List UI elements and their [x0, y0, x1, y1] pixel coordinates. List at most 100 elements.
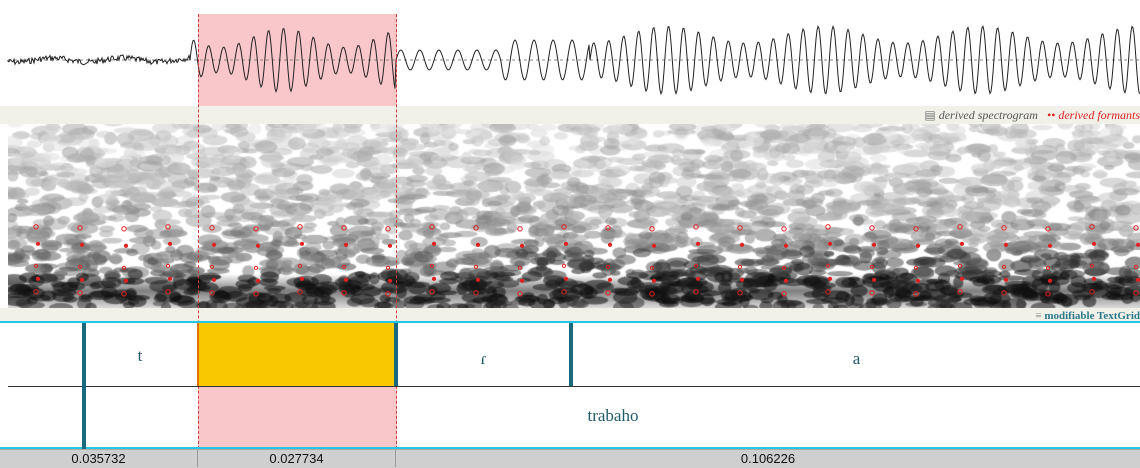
textgrid-header: [0, 308, 1140, 322]
formant-dot: [475, 277, 481, 282]
formant-dot: [913, 265, 919, 270]
formant-dot: [959, 276, 965, 281]
spectrogram-legend-label: derived spectrogram: [938, 108, 1038, 122]
formant-dot: [1047, 243, 1053, 248]
formant-dot: [211, 277, 217, 282]
formant-dot: [693, 289, 699, 295]
formant-dot: [255, 243, 261, 248]
formant-dot: [1135, 277, 1140, 282]
formant-dot: [1089, 263, 1095, 268]
textgrid-icon: ≡: [1035, 310, 1045, 322]
formant-dot: [1091, 276, 1097, 281]
formant-dot: [341, 264, 347, 269]
formant-dot: [253, 226, 259, 232]
formant-dot: [33, 224, 39, 230]
formant-dot: [649, 291, 655, 297]
formant-dot: [1003, 242, 1009, 247]
formant-dot: [1133, 225, 1139, 231]
interval-label-a[interactable]: a: [852, 349, 861, 368]
formant-dot: [1133, 290, 1139, 296]
formant-dot: [121, 291, 127, 297]
formant-dot: [473, 225, 479, 231]
formant-dot: [519, 243, 525, 248]
formant-dot: [33, 289, 39, 295]
formant-dot: [607, 277, 613, 282]
formant-dot: [913, 226, 919, 232]
formant-dot: [33, 263, 39, 268]
selected-interval[interactable]: [199, 323, 395, 386]
formant-dot: [167, 241, 173, 246]
selection-start-line[interactable]: [198, 14, 199, 449]
formant-dot: [563, 241, 569, 246]
formant-dot: [77, 290, 83, 296]
formant-dot: [167, 276, 173, 281]
formant-dot: [957, 289, 963, 295]
formant-dot: [1045, 226, 1051, 232]
textgrid-bottom-line: [0, 447, 1140, 449]
formant-dot: [429, 289, 435, 295]
formant-dot: [35, 276, 41, 281]
formant-dot: [165, 263, 171, 268]
selection-highlight-lower: [198, 386, 397, 449]
formant-dot: [781, 226, 787, 232]
formant-dot: [77, 264, 83, 269]
waveform-trace: [7, 24, 1140, 96]
formant-dot: [649, 265, 655, 270]
formant-dot: [123, 243, 129, 248]
duration-after-selection[interactable]: 0.106226: [740, 451, 796, 466]
formant-dot: [915, 278, 921, 283]
waveform-path: [7, 24, 1140, 96]
boundary-tier1-a-start[interactable]: [569, 323, 573, 386]
boundary-tier1-r-start[interactable]: [394, 323, 398, 386]
formant-dot: [253, 265, 259, 270]
formant-dot: [607, 242, 613, 247]
textgrid-top-line: [0, 321, 1140, 323]
formant-dot: [651, 243, 657, 248]
spectrogram[interactable]: [8, 124, 1140, 308]
boundary-tier1-tier2-t-start[interactable]: [82, 323, 86, 449]
spectrogram-header: [0, 106, 1140, 124]
formant-dot: [605, 225, 611, 231]
formant-dot: [781, 291, 787, 297]
interval-label-r[interactable]: ɾ: [480, 349, 487, 368]
formant-dot: [517, 265, 523, 270]
formant-dot: [387, 243, 393, 248]
formant-dot: [343, 242, 349, 247]
formant-dot: [121, 265, 127, 270]
formant-dot: [1001, 290, 1007, 296]
spectrogram-legend-icon: ▤: [924, 108, 939, 122]
tier-separator: [8, 386, 1140, 387]
formant-dot: [165, 289, 171, 295]
formant-dot: [693, 224, 699, 230]
formant-dot: [299, 276, 305, 281]
formant-dot: [385, 226, 391, 232]
interval-label-t[interactable]: t: [137, 346, 143, 365]
interval-label-word[interactable]: trabaho: [587, 406, 639, 425]
formant-dot: [915, 243, 921, 248]
formant-dot: [827, 241, 833, 246]
formant-dot: [387, 278, 393, 283]
formant-dot: [473, 264, 479, 269]
formant-dot: [563, 276, 569, 281]
formant-dot: [737, 264, 743, 269]
formant-dot: [651, 278, 657, 283]
formant-dot: [1045, 291, 1051, 297]
formant-dot: [957, 224, 963, 230]
formant-dot: [695, 276, 701, 281]
duration-selection[interactable]: 0.027734: [269, 451, 324, 466]
formant-dot: [1001, 264, 1007, 269]
formant-dot: [385, 291, 391, 297]
formant-dot: [299, 241, 305, 246]
duration-divider: [395, 450, 396, 467]
formant-dot: [959, 241, 965, 246]
formant-dot: [869, 225, 875, 231]
duration-before-selection[interactable]: 0.035732: [71, 451, 126, 466]
selection-end-line[interactable]: [396, 14, 397, 449]
formant-dot: [77, 225, 83, 231]
formant-dot: [211, 242, 217, 247]
formant-legend-icon: ••: [1040, 108, 1059, 122]
formant-dot: [869, 290, 875, 296]
formant-dot: [1135, 242, 1140, 247]
formant-dot: [649, 226, 655, 232]
formant-dot: [253, 291, 259, 297]
